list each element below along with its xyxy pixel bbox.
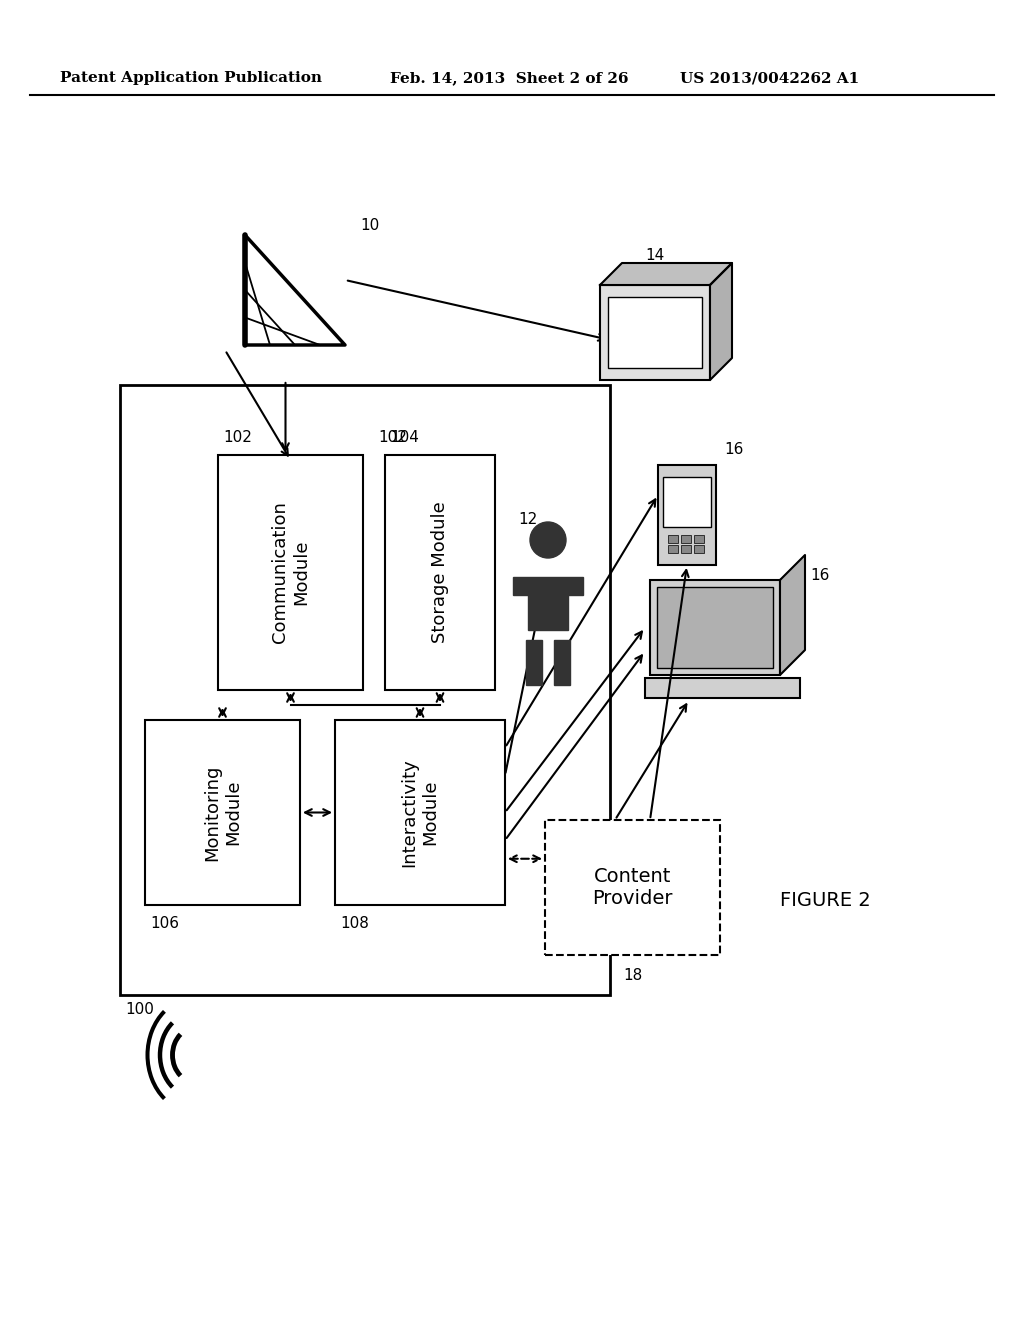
Bar [668,545,678,553]
Text: FIGURE 2: FIGURE 2 [780,891,870,909]
Text: 10: 10 [360,218,379,232]
Bar [681,545,691,553]
Text: 102: 102 [223,429,252,445]
Text: 100: 100 [125,1002,154,1018]
Bar [545,820,720,954]
Text: 12: 12 [518,512,538,528]
Text: Interactivity
Module: Interactivity Module [400,758,439,867]
Bar [528,579,568,630]
Bar [645,678,800,698]
Bar [600,285,710,380]
Text: Storage Module: Storage Module [431,502,449,643]
Bar [120,385,610,995]
Polygon shape [600,263,732,285]
Bar [650,579,780,675]
Bar [218,455,362,690]
Text: 16: 16 [724,442,743,458]
Bar [526,640,542,685]
Text: 102: 102 [378,429,407,445]
Bar [657,587,773,668]
Text: Feb. 14, 2013  Sheet 2 of 26: Feb. 14, 2013 Sheet 2 of 26 [390,71,629,84]
Text: Content
Provider: Content Provider [592,867,673,908]
Text: 106: 106 [150,916,179,931]
Text: 108: 108 [340,916,369,931]
Text: 104: 104 [390,429,419,445]
Text: 18: 18 [623,968,642,982]
Text: US 2013/0042262 A1: US 2013/0042262 A1 [680,71,859,84]
Bar [608,297,702,368]
Text: 14: 14 [645,248,665,263]
Text: Monitoring
Module: Monitoring Module [203,764,242,861]
Text: Communication
Module: Communication Module [271,502,310,643]
Bar [385,455,495,690]
Bar [335,719,505,906]
Bar [694,535,705,543]
Bar [658,465,716,565]
Text: 16: 16 [810,568,829,582]
Text: Patent Application Publication: Patent Application Publication [60,71,322,84]
Bar [668,535,678,543]
Circle shape [530,521,566,558]
Polygon shape [710,263,732,380]
Bar [694,545,705,553]
Polygon shape [780,554,805,675]
Bar [513,577,583,595]
Bar [145,719,300,906]
Bar [681,535,691,543]
Bar [663,477,711,527]
Bar [554,640,570,685]
